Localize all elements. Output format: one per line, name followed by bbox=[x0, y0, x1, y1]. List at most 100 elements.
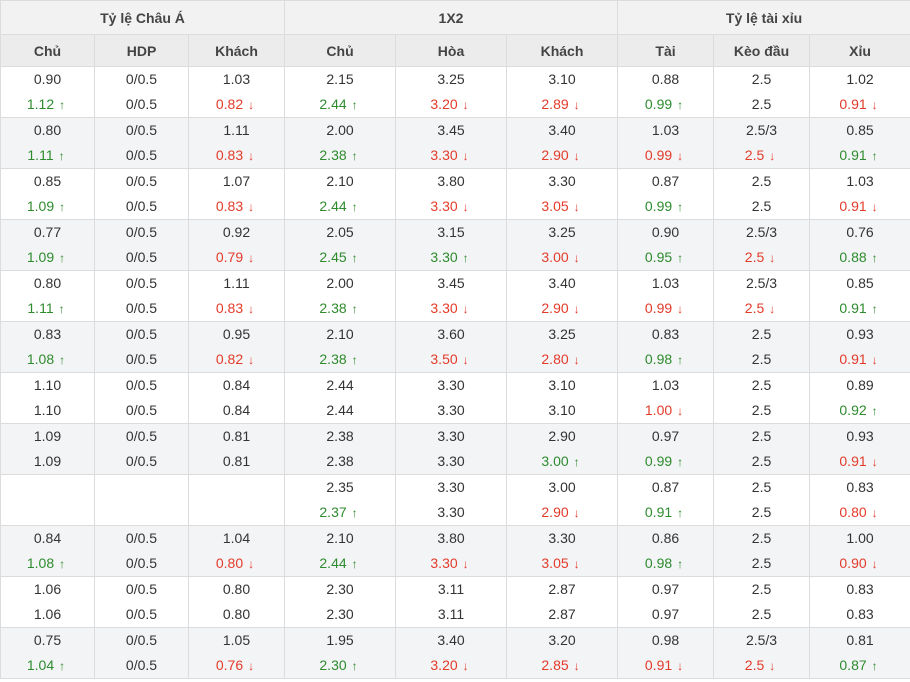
arrow-down-icon: ↓ bbox=[462, 199, 469, 214]
odds-value: 2.89 bbox=[541, 96, 569, 112]
opening-odds: 1.11 bbox=[223, 122, 250, 138]
opening-odds: 0.87 bbox=[651, 479, 680, 495]
current-odds: 2.38 bbox=[285, 449, 395, 474]
odds-cell: 3.40 2.90 ↓ bbox=[506, 117, 619, 169]
odds-value: 2.5 bbox=[751, 555, 772, 571]
odds-cell: 0.98 0.91 ↓ bbox=[617, 627, 715, 679]
arrow-down-icon: ↓ bbox=[677, 658, 684, 673]
current-odds: 0/0.5 bbox=[95, 551, 188, 576]
current-odds: 0.99 ↓ bbox=[618, 143, 713, 168]
current-odds: 0.84 bbox=[189, 398, 284, 423]
current-odds: 0.81 bbox=[189, 449, 284, 474]
current-odds: 0/0.5 bbox=[95, 449, 188, 474]
arrow-up-icon: ↑ bbox=[871, 301, 878, 316]
current-odds: 3.30 bbox=[396, 500, 506, 525]
odds-cell: 2.15 2.44 ↑ bbox=[284, 66, 397, 118]
arrow-down-icon: ↓ bbox=[573, 505, 580, 520]
odds-value: 0/0.5 bbox=[125, 147, 158, 163]
odds-value: 3.20 bbox=[430, 657, 458, 673]
opening-odds: 2.5 bbox=[751, 326, 772, 342]
odds-cell: 1.03 1.00 ↓ bbox=[617, 372, 715, 424]
current-odds: 3.10 bbox=[507, 398, 617, 423]
opening-odds: 3.10 bbox=[548, 71, 576, 87]
odds-cell: 2.5 2.5 bbox=[713, 423, 811, 475]
odds-value: 2.44 bbox=[319, 96, 347, 112]
opening-odds: 2.5 bbox=[751, 581, 772, 597]
odds-cell: 0.86 0.98 ↑ bbox=[617, 525, 715, 577]
odds-cell: 0/0.5 0/0.5 bbox=[94, 627, 189, 679]
odds-value: 2.5 bbox=[744, 300, 765, 316]
opening-odds: 0/0.5 bbox=[125, 122, 158, 138]
table-row: 1.09 1.09 0/0.5 0/0.5 0.81 0.81 2.38 2.38 3.30 3.… bbox=[0, 423, 910, 475]
group-header-1x2: 1X2 bbox=[284, 0, 619, 35]
col-header-line: Kèo đầu bbox=[713, 34, 811, 67]
odds-cell: 0/0.5 0/0.5 bbox=[94, 270, 189, 322]
odds-value: 2.90 bbox=[541, 504, 569, 520]
current-odds: 2.5 bbox=[714, 500, 809, 525]
odds-value: 2.87 bbox=[548, 606, 576, 622]
odds-cell: 1.03 0.91 ↓ bbox=[809, 168, 910, 220]
odds-cell: 0.84 1.08 ↑ bbox=[0, 525, 95, 577]
odds-cell: 2.5 2.5 bbox=[713, 321, 811, 373]
odds-cell: 2.5/3 2.5 ↓ bbox=[713, 270, 811, 322]
current-odds: 2.90 ↓ bbox=[507, 500, 617, 525]
opening-odds: 3.80 bbox=[437, 530, 465, 546]
odds-cell: 3.25 3.00 ↓ bbox=[506, 219, 619, 271]
odds-value: 3.30 bbox=[430, 249, 458, 265]
odds-cell: 2.00 2.38 ↑ bbox=[284, 117, 397, 169]
current-odds: 0.91 ↓ bbox=[810, 92, 910, 117]
odds-value: 0.99 bbox=[644, 300, 673, 316]
odds-value: 2.30 bbox=[319, 657, 347, 673]
arrow-down-icon: ↓ bbox=[462, 301, 469, 316]
arrow-down-icon: ↓ bbox=[573, 301, 580, 316]
odds-cell: 2.10 2.38 ↑ bbox=[284, 321, 397, 373]
odds-cell bbox=[187, 474, 286, 526]
current-odds: 0.80 bbox=[189, 602, 284, 627]
opening-odds: 2.90 bbox=[548, 428, 576, 444]
arrow-down-icon: ↓ bbox=[677, 301, 684, 316]
current-odds: 1.09 ↑ bbox=[1, 245, 94, 270]
odds-cell: 3.10 2.89 ↓ bbox=[506, 66, 619, 118]
arrow-up-icon: ↑ bbox=[351, 148, 358, 163]
odds-value: 0.99 bbox=[644, 198, 673, 214]
odds-cell: 0.83 0.98 ↑ bbox=[617, 321, 715, 373]
current-odds: 1.11 ↑ bbox=[1, 143, 94, 168]
arrow-up-icon: ↑ bbox=[871, 403, 878, 418]
current-odds: 3.20 ↓ bbox=[396, 653, 506, 678]
odds-cell: 2.44 2.44 bbox=[284, 372, 397, 424]
current-odds: 0.91 ↓ bbox=[810, 347, 910, 372]
arrow-up-icon: ↑ bbox=[59, 556, 66, 571]
current-odds: 2.38 ↑ bbox=[285, 296, 395, 321]
opening-odds: 0.76 bbox=[846, 224, 874, 240]
arrow-up-icon: ↑ bbox=[871, 250, 878, 265]
odds-value: 3.30 bbox=[430, 300, 458, 316]
opening-odds: 2.38 bbox=[326, 428, 354, 444]
current-odds: 2.5 bbox=[714, 92, 809, 117]
odds-cell: 0.95 0.82 ↓ bbox=[187, 321, 286, 373]
current-odds: 2.30 bbox=[285, 602, 395, 627]
odds-value: 0.99 bbox=[644, 96, 673, 112]
opening-odds: 0.88 bbox=[651, 71, 680, 87]
opening-odds: 3.30 bbox=[548, 173, 576, 189]
odds-cell: 0/0.5 0/0.5 bbox=[94, 576, 189, 628]
odds-value: 1.11 bbox=[27, 300, 54, 316]
odds-cell: 0.92 0.79 ↓ bbox=[187, 219, 286, 271]
odds-value: 2.38 bbox=[319, 147, 347, 163]
arrow-down-icon: ↓ bbox=[769, 148, 776, 163]
odds-cell: 3.25 3.20 ↓ bbox=[395, 66, 508, 118]
odds-value: 0.99 bbox=[644, 453, 673, 469]
odds-value: 0/0.5 bbox=[125, 402, 158, 418]
col-header-over: Tài bbox=[617, 34, 715, 67]
opening-odds: 3.40 bbox=[548, 122, 576, 138]
arrow-down-icon: ↓ bbox=[871, 199, 878, 214]
current-odds: 0.97 bbox=[618, 602, 713, 627]
odds-cell: 3.30 3.30 bbox=[395, 474, 508, 526]
odds-cell: 0.97 0.97 bbox=[617, 576, 715, 628]
odds-value: 1.08 bbox=[26, 555, 55, 571]
odds-cell: 2.35 2.37 ↑ bbox=[284, 474, 397, 526]
current-odds: 0.91 ↓ bbox=[810, 449, 910, 474]
current-odds: 2.45 ↑ bbox=[285, 245, 395, 270]
current-odds: 1.09 ↑ bbox=[1, 194, 94, 219]
odds-value: 2.38 bbox=[319, 351, 347, 367]
opening-odds: 3.15 bbox=[437, 224, 465, 240]
